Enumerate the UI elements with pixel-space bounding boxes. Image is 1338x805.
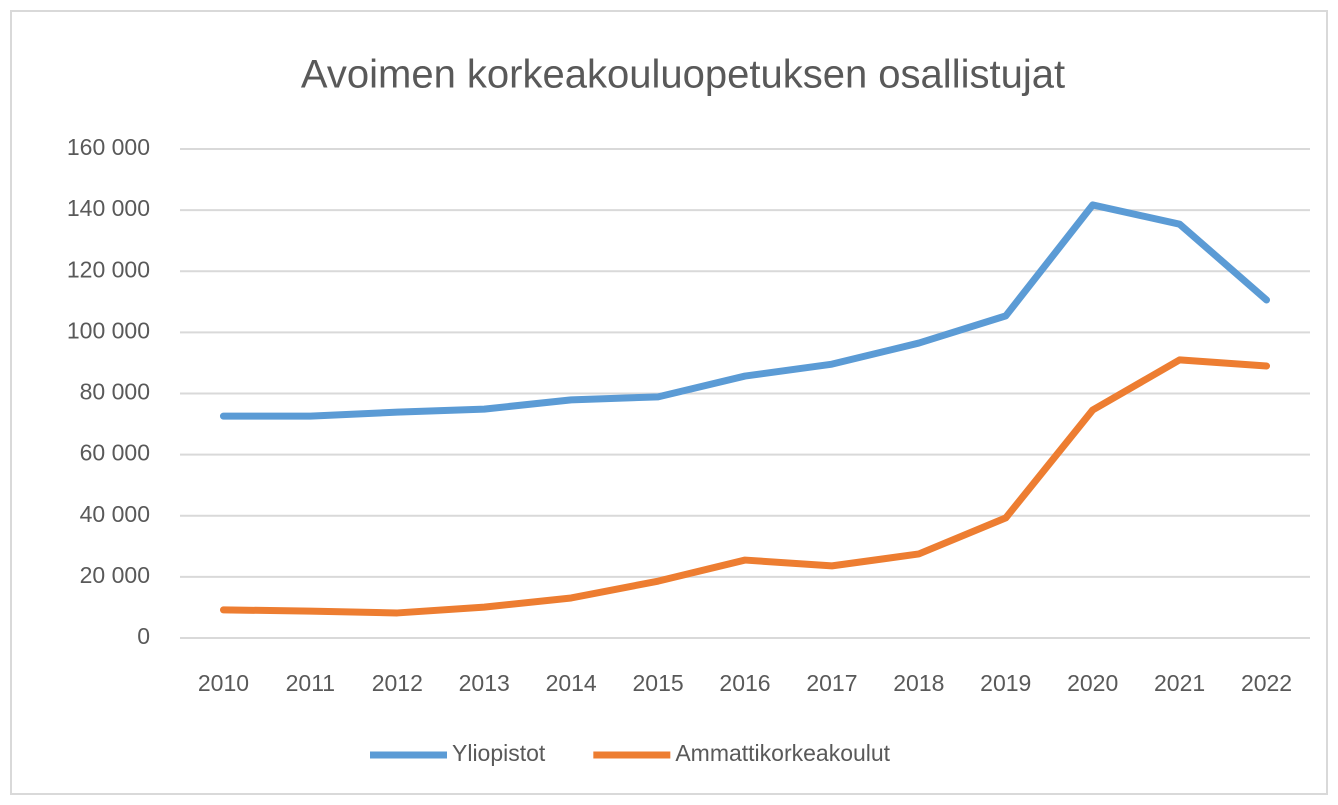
x-tick-label: 2021: [1154, 670, 1205, 696]
x-tick-label: 2017: [806, 670, 857, 696]
x-tick-label: 2018: [893, 670, 944, 696]
y-tick-label: 80 000: [80, 379, 150, 405]
x-tick-label: 2010: [198, 670, 249, 696]
y-tick-label: 140 000: [67, 195, 150, 221]
line-series: [219, 201, 1271, 420]
x-tick-label: 2013: [459, 670, 510, 696]
x-tick-label: 2015: [632, 670, 683, 696]
y-tick-label: 160 000: [67, 134, 150, 160]
y-tick-label: 0: [137, 623, 150, 649]
chart-title: Avoimen korkeakouluopetuksen osallistuja…: [301, 53, 1065, 97]
x-tick-label: 2011: [286, 670, 335, 696]
legend-label: Yliopistot: [452, 740, 546, 766]
x-tick-label: 2014: [546, 670, 597, 696]
x-tick-label: 2022: [1241, 670, 1292, 696]
line-series: [219, 356, 1271, 617]
x-tick-label: 2012: [372, 670, 423, 696]
x-tick-label: 2019: [980, 670, 1031, 696]
x-tick-label: 2016: [719, 670, 770, 696]
x-tick-label: 2020: [1067, 670, 1118, 696]
y-tick-label: 120 000: [67, 256, 150, 282]
y-tick-label: 100 000: [67, 317, 150, 343]
y-tick-label: 60 000: [80, 440, 150, 466]
legend-label: Ammattikorkeakoulut: [675, 740, 890, 766]
y-tick-label: 40 000: [80, 501, 150, 527]
y-tick-label: 20 000: [80, 562, 150, 588]
